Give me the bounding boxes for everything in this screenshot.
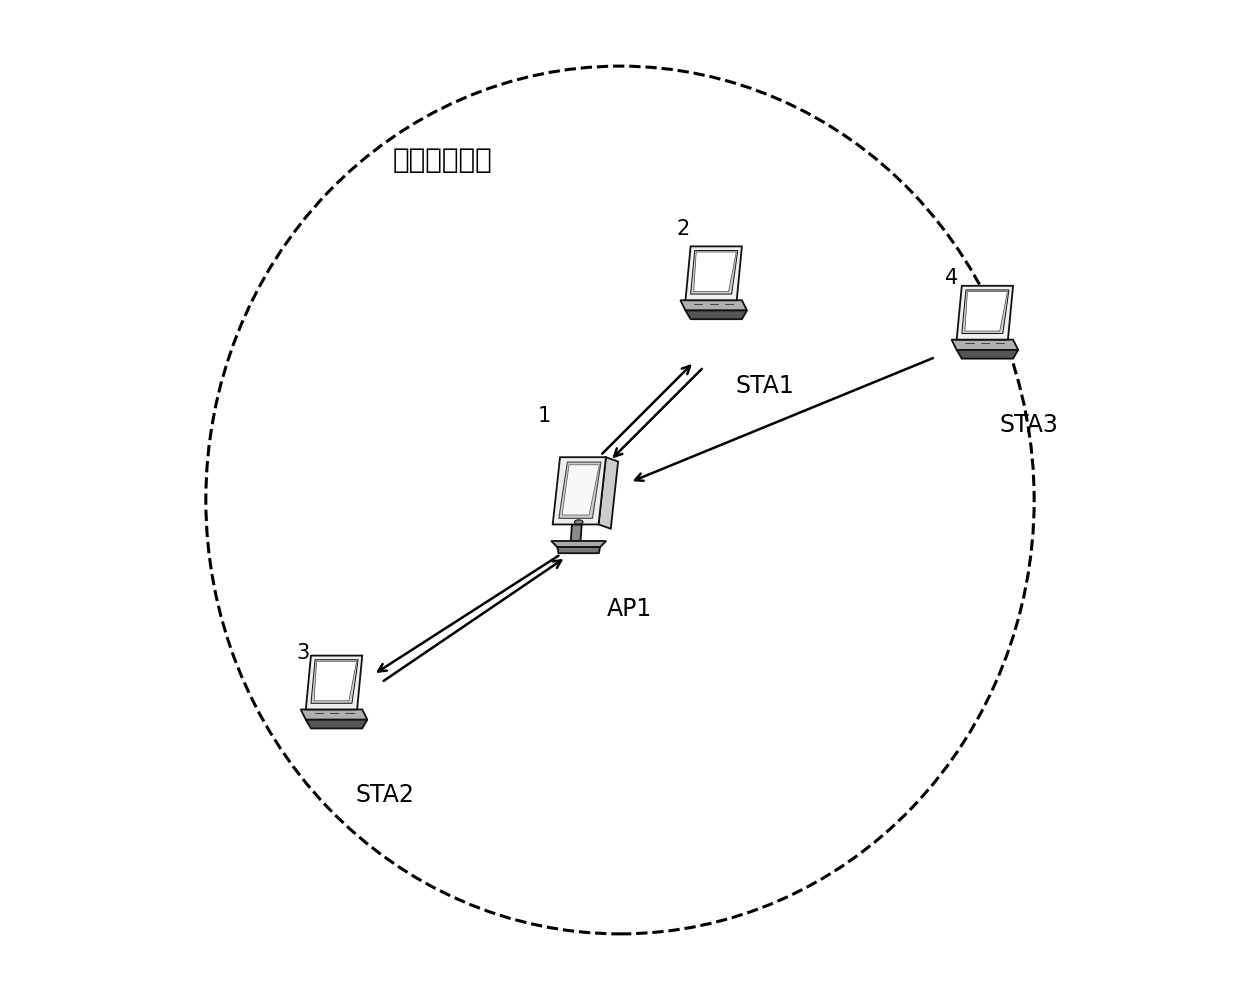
Text: STA3: STA3 [999,413,1059,437]
Polygon shape [553,457,606,524]
Ellipse shape [574,520,583,524]
Text: STA2: STA2 [356,783,414,807]
Polygon shape [951,340,1018,350]
Polygon shape [686,246,742,300]
Text: 2: 2 [676,219,689,239]
Polygon shape [686,310,746,319]
Text: STA1: STA1 [735,374,795,398]
Polygon shape [300,709,367,720]
Polygon shape [599,457,618,529]
Polygon shape [557,547,600,553]
Polygon shape [562,465,599,515]
Text: 4: 4 [945,268,959,288]
Text: 3: 3 [296,643,310,663]
Polygon shape [311,660,358,703]
Polygon shape [570,524,582,541]
Polygon shape [559,462,601,518]
Text: AP1: AP1 [608,597,652,621]
Polygon shape [962,290,1009,334]
Text: 发射功率范围: 发射功率范围 [393,146,492,174]
Polygon shape [314,661,357,701]
Text: 1: 1 [538,406,552,426]
Polygon shape [965,291,1007,331]
Polygon shape [306,656,362,709]
Polygon shape [691,250,738,294]
Polygon shape [551,541,606,547]
Polygon shape [306,720,367,728]
Polygon shape [956,350,1018,359]
Polygon shape [693,252,737,292]
Polygon shape [681,300,746,310]
Polygon shape [956,286,1013,340]
